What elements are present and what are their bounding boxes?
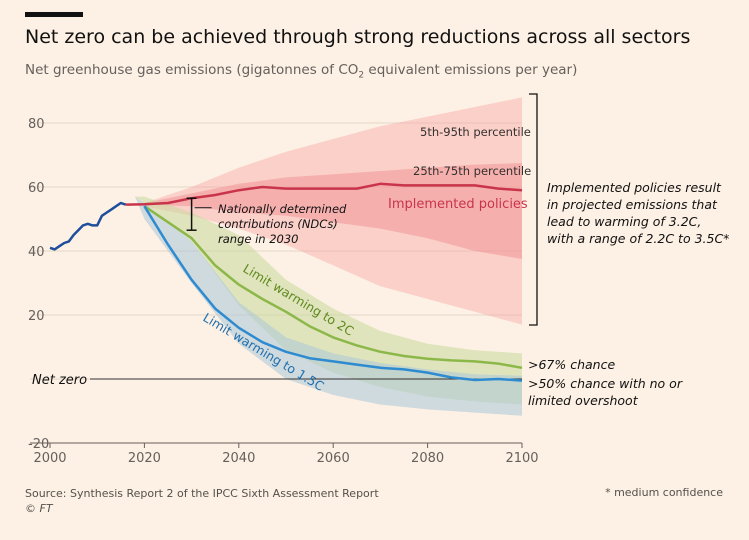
bracket-note-line-1: Implemented policies result: [547, 180, 722, 195]
label-5th-95th-percentile: 5th-95th percentile: [420, 125, 531, 139]
bracket-note-line-3: lead to warming of 3.2C,: [547, 214, 701, 229]
y-tick-label-40: 40: [28, 245, 45, 260]
label-implemented-policies: Implemented policies: [388, 197, 528, 212]
title-bar-accent: [25, 12, 83, 17]
label-50-chance-line-1: >50% chance with no or: [528, 376, 683, 391]
ndc-label-line-1: Nationally determined: [218, 202, 347, 216]
y-tick-label-80: 80: [28, 117, 45, 132]
net-zero-label: Net zero: [32, 373, 87, 388]
confidence-footnote: * medium confidence: [605, 486, 723, 499]
band-25th-75th-percentile: [125, 163, 522, 259]
band-2c-range: [135, 196, 522, 405]
subtitle-subscript: 2: [358, 70, 365, 81]
label-67-chance: >67% chance: [528, 357, 615, 372]
bracket-note-line-4: with a range of 2.2C to 3.5C*: [547, 231, 729, 246]
line-limit-warming-2c: [143, 205, 523, 370]
label-25th-75th-percentile: 25th-75th percentile: [413, 164, 531, 178]
source-text: Source: Synthesis Report 2 of the IPCC S…: [25, 487, 379, 500]
line-implemented-policies: [125, 182, 523, 206]
source-note: Source: Synthesis Report 2 of the IPCC S…: [25, 486, 379, 516]
ndc-label-line-3: range in 2030: [218, 232, 299, 246]
x-tick-label-2060: 2060: [317, 451, 350, 466]
chart-subtitle: Net greenhouse gas emissions (gigatonnes…: [25, 62, 577, 81]
subtitle-prefix: Net greenhouse gas emissions (gigatonnes…: [25, 62, 359, 78]
line-limit-warming-1-5c: [143, 205, 523, 382]
y-tick-label-60: 60: [28, 181, 45, 196]
x-tick-label-2040: 2040: [222, 451, 255, 466]
range-bracket: [529, 93, 538, 326]
copyright-text: © FT: [25, 502, 53, 515]
x-tick-label-2100: 2100: [505, 451, 538, 466]
x-tick-label-2080: 2080: [411, 451, 444, 466]
x-tick-label-2020: 2020: [128, 451, 161, 466]
x-tick-label-2000: 2000: [33, 451, 66, 466]
subtitle-suffix: equivalent emissions per year): [364, 62, 578, 78]
y-tick-label--20: -20: [28, 437, 49, 452]
band-5th-95th-percentile: [125, 97, 522, 325]
label-50-chance-line-2: limited overshoot: [528, 393, 639, 408]
chart-title: Net zero can be achieved through strong …: [25, 26, 691, 48]
ndc-label-line-2: contributions (NDCs): [218, 217, 338, 231]
line-historical: [49, 201, 126, 251]
bracket-note-line-2: in projected emissions that: [547, 197, 718, 212]
y-tick-label-20: 20: [28, 309, 45, 324]
